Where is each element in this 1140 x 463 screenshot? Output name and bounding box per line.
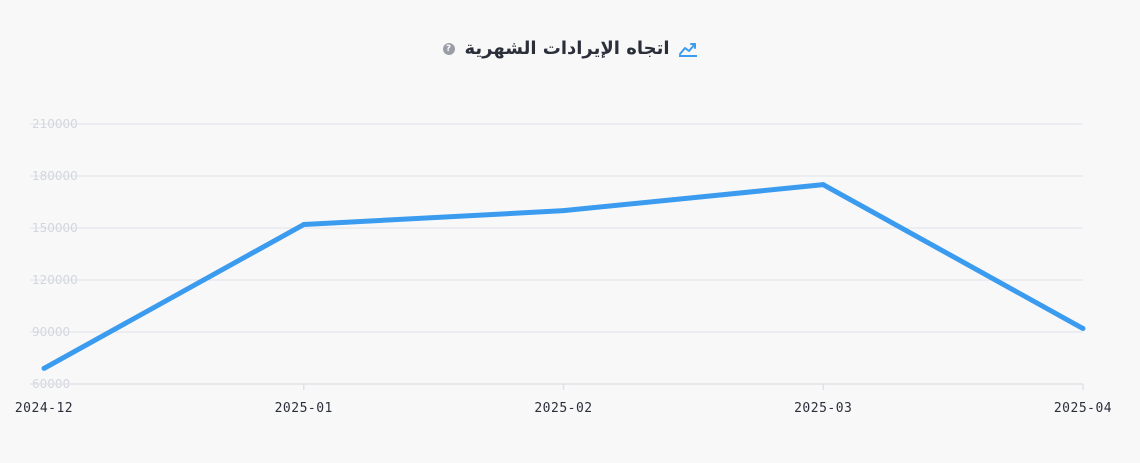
trend-chart-icon: [678, 39, 698, 59]
y-tick-label: 120000: [32, 273, 78, 287]
x-tick-label: 2025-01: [275, 401, 333, 416]
help-circle-icon[interactable]: ?: [442, 43, 455, 55]
y-tick-label: 150000: [32, 221, 78, 235]
x-axis: 2024-12 2025-01 2025-02 2025-03 2025-04: [15, 383, 1112, 416]
data-point[interactable]: [1080, 326, 1086, 332]
series-lines: [41, 182, 1086, 371]
x-tick-label: 2025-02: [534, 401, 592, 416]
data-point[interactable]: [301, 222, 307, 228]
data-point[interactable]: [820, 182, 826, 188]
x-tick-label: 2025-03: [794, 401, 852, 416]
grid-lines: [30, 123, 1083, 333]
y-tick-label: 90000: [32, 325, 70, 339]
y-tick-label: 210000: [32, 117, 78, 131]
chart-title: اتجاه الإيرادات الشهرية: [464, 38, 670, 59]
chart-header: اتجاه الإيرادات الشهرية ?: [0, 36, 1140, 62]
data-point[interactable]: [561, 208, 566, 214]
data-point[interactable]: [41, 365, 47, 371]
x-tick-label: 2024-12: [15, 401, 73, 416]
y-tick-label: 180000: [32, 169, 78, 183]
x-tick-label: 2025-04: [1054, 401, 1112, 416]
